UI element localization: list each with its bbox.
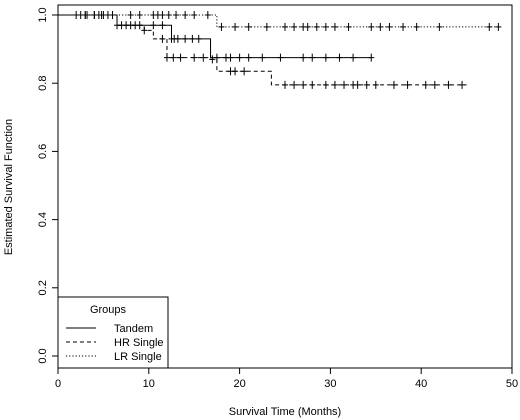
survival-curve (58, 14, 372, 59)
legend-entry: Tandem (114, 323, 153, 335)
x-tick-label: 0 (55, 378, 61, 390)
x-tick-label: 50 (506, 378, 518, 390)
y-tick-label: 1.0 (37, 7, 49, 22)
series-layer (58, 11, 502, 89)
series-hr-single (58, 11, 467, 89)
plot-area (57, 4, 513, 369)
series-lr-single (58, 11, 502, 31)
y-tick-label: 0.0 (37, 348, 49, 363)
y-tick-label: 0.2 (37, 280, 49, 295)
y-tick-label: 0.8 (37, 76, 49, 91)
x-tick-label: 20 (233, 378, 245, 390)
legend-entry: LR Single (114, 351, 162, 363)
axes: 0 10 20 30 40 50 0.0 0.2 0.4 0.6 0.8 1.0 (37, 7, 518, 390)
x-tick-label: 40 (415, 378, 427, 390)
x-tick-label: 10 (143, 378, 155, 390)
survival-curve (58, 14, 499, 28)
legend-title: Groups (90, 304, 127, 316)
legend: Groups Tandem HR Single LR Single (57, 296, 169, 369)
y-tick-label: 0.4 (37, 212, 49, 227)
survival-curve (58, 14, 467, 86)
plot-frame (57, 4, 513, 369)
y-axis-label: Estimated Survival Function (3, 119, 15, 255)
y-tick-label: 0.6 (37, 144, 49, 159)
x-axis-label: Survival Time (Months) (229, 406, 341, 418)
legend-entry: HR Single (114, 337, 164, 349)
x-tick-label: 30 (324, 378, 336, 390)
